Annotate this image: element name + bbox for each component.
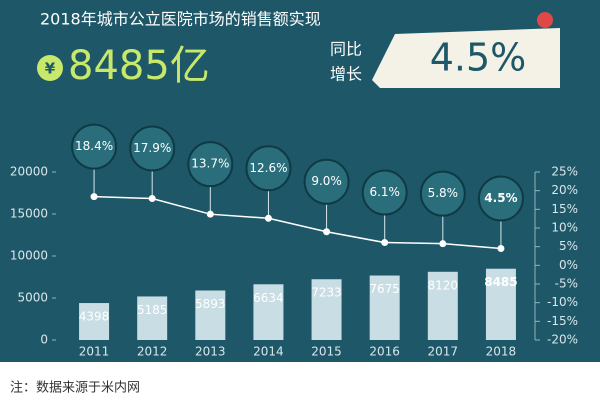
growth-label: 18.4% — [75, 139, 113, 153]
x-tick-label: 2012 — [137, 345, 168, 359]
bar-value-label: 5185 — [137, 303, 168, 317]
bar-value-label: 7233 — [311, 286, 342, 300]
x-tick-label: 2014 — [253, 345, 284, 359]
bar-value-label: 7675 — [369, 282, 400, 296]
x-tick-label: 2017 — [428, 345, 459, 359]
x-tick-label: 2011 — [79, 345, 110, 359]
bar-value-label: 5893 — [195, 297, 226, 311]
point — [323, 228, 331, 236]
callout-bubble — [245, 145, 292, 192]
growth-label: 13.7% — [191, 157, 229, 171]
y2-tick-label: -15% — [547, 314, 578, 328]
y2-tick-label: 5% — [559, 239, 578, 253]
callout-bubble — [419, 170, 466, 217]
y-tick-label: 5000 — [17, 291, 48, 305]
callout-bubble — [129, 125, 176, 172]
bar-value-label: 6634 — [253, 291, 284, 305]
y2-tick-label: 10% — [551, 221, 578, 235]
callout-bubble — [477, 175, 524, 222]
bar — [311, 279, 342, 340]
callout-bubble — [71, 123, 118, 170]
point — [381, 239, 389, 247]
growth-label: 4.5% — [484, 191, 517, 205]
point — [90, 193, 98, 201]
currency-symbol: ¥ — [45, 60, 56, 78]
y2-tick-label: -5% — [555, 277, 578, 291]
growth-label: 12.6% — [249, 161, 287, 175]
y-tick-label: 15000 — [10, 207, 48, 221]
bar — [253, 284, 284, 340]
bar-value-label: 8485 — [484, 275, 517, 289]
x-tick-label: 2015 — [311, 345, 342, 359]
callout-bubble — [361, 169, 408, 216]
bar — [79, 303, 110, 340]
growth-label: 5.8% — [428, 186, 459, 200]
y-tick-label: 10000 — [10, 249, 48, 263]
callout-bubble — [303, 158, 350, 205]
bar — [427, 271, 458, 340]
point — [206, 210, 214, 218]
growth-value: 4.5% — [430, 36, 527, 80]
bar — [195, 290, 226, 340]
y2-tick-label: 15% — [551, 202, 578, 216]
x-tick-label: 2018 — [486, 345, 517, 359]
bar-value-label: 4398 — [79, 310, 110, 324]
callout-bubble — [187, 141, 234, 188]
note: 注：数据来源于米内网 — [10, 380, 140, 396]
bar — [137, 296, 168, 340]
growth-label: 增长 — [330, 65, 362, 84]
x-tick-label: 2013 — [195, 345, 226, 359]
growth-line — [94, 195, 501, 250]
y2-tick-label: -10% — [547, 295, 578, 309]
point — [148, 195, 156, 203]
currency-badge — [37, 55, 63, 81]
bar-value-label: 8120 — [428, 278, 459, 292]
y2-tick-label: 0% — [559, 258, 578, 272]
bar — [485, 268, 516, 340]
headline-value: 8485亿 — [68, 43, 210, 89]
growth-label: 同比 — [330, 40, 362, 59]
y2-tick-label: 25% — [551, 165, 578, 179]
growth-card — [372, 28, 560, 88]
growth-label: 6.1% — [369, 185, 400, 199]
y2-tick-label: -20% — [547, 333, 578, 347]
badge-icon — [537, 12, 553, 28]
y-tick-label: 20000 — [10, 165, 48, 179]
point — [264, 214, 272, 222]
y2-tick-label: 20% — [551, 183, 578, 197]
point — [497, 245, 505, 253]
chart-title: 2018年城市公立医院市场的销售额实现 — [40, 10, 321, 29]
growth-label: 17.9% — [133, 141, 171, 155]
point — [439, 240, 447, 248]
bar — [369, 275, 400, 340]
growth-label: 9.0% — [311, 174, 342, 188]
x-tick-label: 2016 — [369, 345, 400, 359]
y-tick-label: 0 — [40, 333, 48, 347]
